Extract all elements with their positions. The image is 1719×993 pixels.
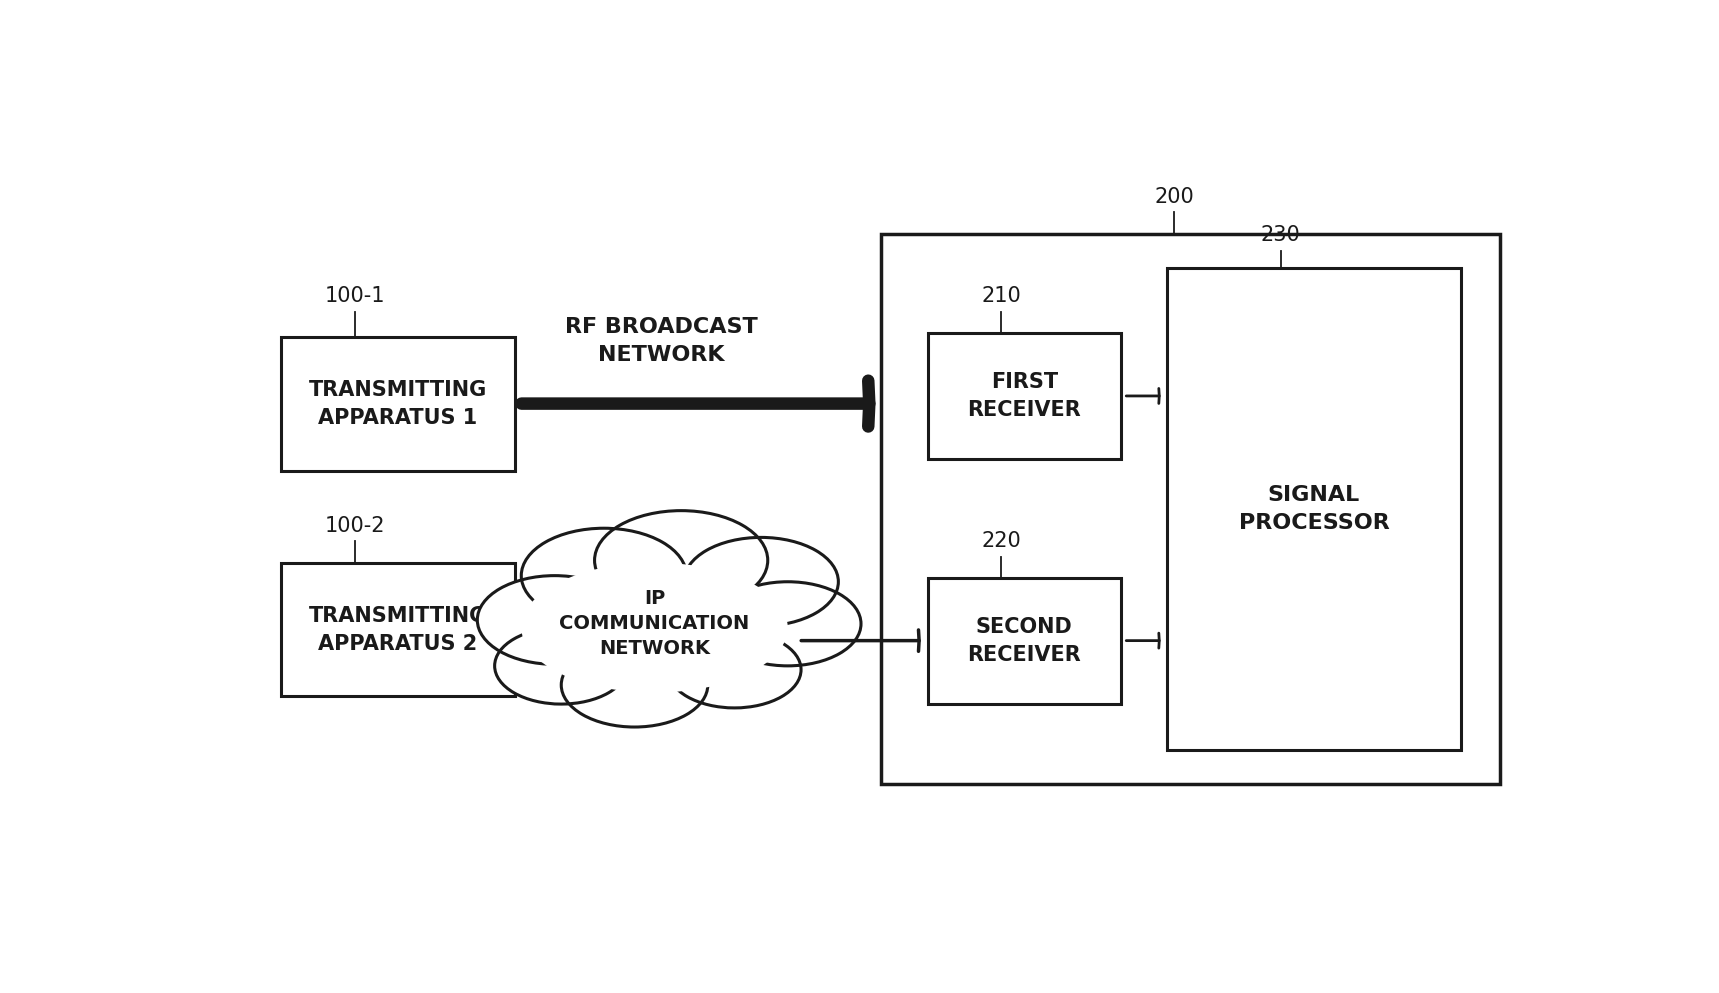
Text: IP
COMMUNICATION
NETWORK: IP COMMUNICATION NETWORK xyxy=(559,589,749,658)
Text: 210: 210 xyxy=(982,287,1021,307)
Text: 230: 230 xyxy=(1260,225,1301,245)
Text: TRANSMITTING
APPARATUS 1: TRANSMITTING APPARATUS 1 xyxy=(309,380,486,428)
Circle shape xyxy=(715,582,861,666)
Circle shape xyxy=(684,537,839,627)
Bar xyxy=(282,563,514,696)
Circle shape xyxy=(595,510,768,610)
Bar xyxy=(928,334,1121,460)
Bar xyxy=(1167,268,1461,750)
Text: 220: 220 xyxy=(982,531,1021,551)
Text: 100-1: 100-1 xyxy=(325,287,385,307)
Text: SIGNAL
PROCESSOR: SIGNAL PROCESSOR xyxy=(1239,486,1389,533)
Text: 100-2: 100-2 xyxy=(325,516,385,536)
Bar xyxy=(282,337,514,471)
Circle shape xyxy=(667,632,801,708)
Bar xyxy=(882,234,1501,784)
Circle shape xyxy=(560,642,708,727)
Text: RF BROADCAST
NETWORK: RF BROADCAST NETWORK xyxy=(566,317,758,364)
Text: SECOND
RECEIVER: SECOND RECEIVER xyxy=(968,617,1081,665)
Text: TRANSMITTING
APPARATUS 2: TRANSMITTING APPARATUS 2 xyxy=(309,606,486,653)
Text: 200: 200 xyxy=(1153,187,1195,208)
Circle shape xyxy=(478,576,633,664)
Bar xyxy=(928,578,1121,704)
Circle shape xyxy=(495,628,627,704)
Circle shape xyxy=(521,528,686,623)
Text: FIRST
RECEIVER: FIRST RECEIVER xyxy=(968,372,1081,420)
Ellipse shape xyxy=(521,563,787,693)
